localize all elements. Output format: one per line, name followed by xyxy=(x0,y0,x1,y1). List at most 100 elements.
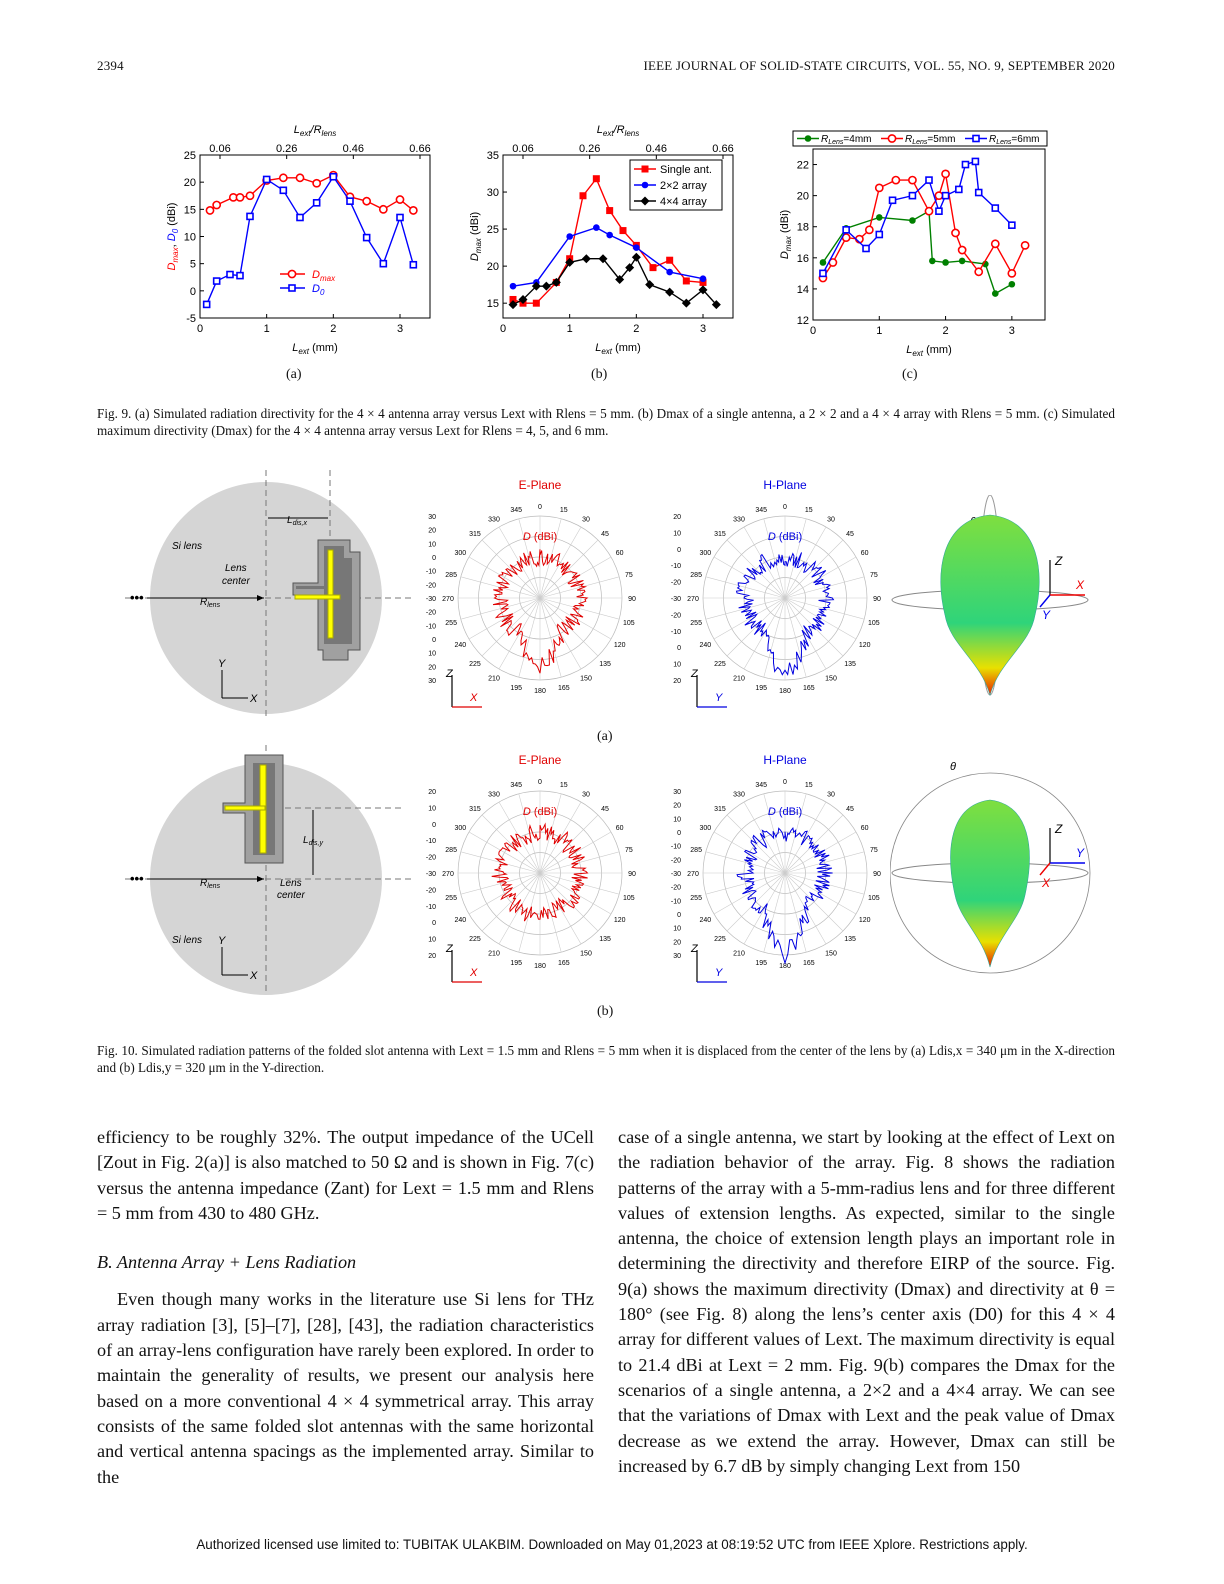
data-point xyxy=(842,226,850,234)
data-point xyxy=(971,157,980,166)
legend-marker xyxy=(640,196,650,206)
y-tick-label: 20 xyxy=(184,177,196,189)
d-label: X xyxy=(1041,876,1051,890)
data-point xyxy=(226,270,234,279)
data-point xyxy=(395,195,405,204)
angle-label: 135 xyxy=(599,936,611,943)
radiation-pattern xyxy=(491,822,589,922)
plane-title: E-Plane xyxy=(519,478,562,492)
y-tick-label: -5 xyxy=(186,313,196,325)
h-axis-label: X xyxy=(469,692,478,704)
angle-label: 285 xyxy=(690,572,702,579)
fig10b-eplane-polar: E-Plane 0 15 30 45 60 75 90 105 120 135 150 165 180 19… xyxy=(426,753,636,983)
data-point xyxy=(862,244,870,253)
scale-label: 0 xyxy=(677,547,681,554)
data-point xyxy=(566,233,573,240)
lens-center-label2: center xyxy=(222,576,250,587)
legend-marker xyxy=(887,134,897,143)
angle-label: 345 xyxy=(755,782,767,789)
data-point xyxy=(346,197,354,205)
polar-spoke xyxy=(726,597,786,657)
scale-label: -10 xyxy=(671,844,681,851)
z-label: Z xyxy=(1054,554,1063,568)
h-axis-label: Y xyxy=(715,692,723,704)
polar-spoke xyxy=(468,872,541,915)
angle-label: 225 xyxy=(469,936,481,943)
sphere-outline xyxy=(890,772,1091,974)
angle-label: 105 xyxy=(623,895,635,902)
legend-marker xyxy=(287,269,297,279)
polar-spoke xyxy=(743,597,786,670)
z-label: Z xyxy=(445,943,454,955)
data-point xyxy=(362,196,372,206)
legend-label: 4×4 array xyxy=(660,196,707,208)
angle-label: 240 xyxy=(454,917,466,924)
x-tick-label: 2 xyxy=(633,323,639,335)
angle-label: 120 xyxy=(614,642,626,649)
scale-label: -10 xyxy=(426,838,436,845)
z-label: Z xyxy=(690,668,699,680)
plane-title: E-Plane xyxy=(519,753,562,767)
angle-label: 30 xyxy=(582,516,590,523)
data-point xyxy=(935,207,943,215)
rlens-arrowhead xyxy=(257,876,264,882)
polar-spoke xyxy=(763,597,786,678)
data-point xyxy=(615,274,625,284)
angle-label: 180 xyxy=(534,963,546,970)
left-paragraph-2: Even though many works in the literature… xyxy=(97,1289,594,1487)
data-point xyxy=(296,213,304,222)
scale-label: 30 xyxy=(428,678,436,685)
polar-spoke xyxy=(481,597,541,657)
data-point xyxy=(711,300,721,310)
data-point xyxy=(1008,221,1016,229)
legend-marker xyxy=(288,284,296,292)
polar-spoke xyxy=(498,597,541,670)
scale-label: -10 xyxy=(671,563,681,570)
scale-label: 0 xyxy=(432,637,436,644)
data-point xyxy=(681,298,691,308)
scale-label: -10 xyxy=(671,898,681,905)
fig9-caption: Fig. 9. (a) Simulated radiation directiv… xyxy=(97,406,1115,438)
data-point xyxy=(929,257,936,265)
legend-label: RLens=6mm xyxy=(989,134,1039,146)
angle-label: 195 xyxy=(510,685,522,692)
polar-spoke xyxy=(498,872,541,945)
z-label: Z xyxy=(1054,822,1063,836)
data-point xyxy=(633,244,640,251)
angle-label: 90 xyxy=(628,871,636,878)
x-tick-label: 2 xyxy=(943,325,949,337)
data-point xyxy=(1020,240,1030,250)
d-unit-label: D (dBi) xyxy=(768,531,802,543)
polar-spoke xyxy=(481,814,541,874)
plane-title: H-Plane xyxy=(763,753,807,767)
data-point xyxy=(942,259,949,266)
angle-label: 165 xyxy=(558,685,570,692)
antenna-feed xyxy=(294,594,341,600)
angle-label: 225 xyxy=(714,936,726,943)
polar-spoke xyxy=(713,872,786,915)
angle-label: 330 xyxy=(488,791,500,798)
angle-label: 120 xyxy=(859,642,871,649)
polar-spoke xyxy=(784,872,807,953)
scale-label: -30 xyxy=(671,596,681,603)
data-point xyxy=(236,271,244,280)
data-point xyxy=(666,256,674,264)
legend-label: RLens=5mm xyxy=(905,134,955,146)
x-tick-label: 1 xyxy=(876,325,882,337)
angle-label: 240 xyxy=(699,917,711,924)
data-point xyxy=(958,257,966,265)
d-arrow xyxy=(1039,862,1051,876)
section-heading: B. Antenna Array + Lens Radiation xyxy=(97,1252,357,1273)
data-point xyxy=(864,225,874,235)
x-tick-label: 0 xyxy=(500,323,506,335)
angle-label: 210 xyxy=(488,676,500,683)
polar-spoke xyxy=(784,576,865,599)
polar-spoke xyxy=(481,539,541,599)
polar-spoke xyxy=(784,814,844,874)
scale-label: -30 xyxy=(426,596,436,603)
fig10a-3d-pattern: θZXY xyxy=(891,495,1089,697)
scale-label: 20 xyxy=(428,789,436,796)
angle-label: 330 xyxy=(733,516,745,523)
angle-label: 285 xyxy=(445,572,457,579)
